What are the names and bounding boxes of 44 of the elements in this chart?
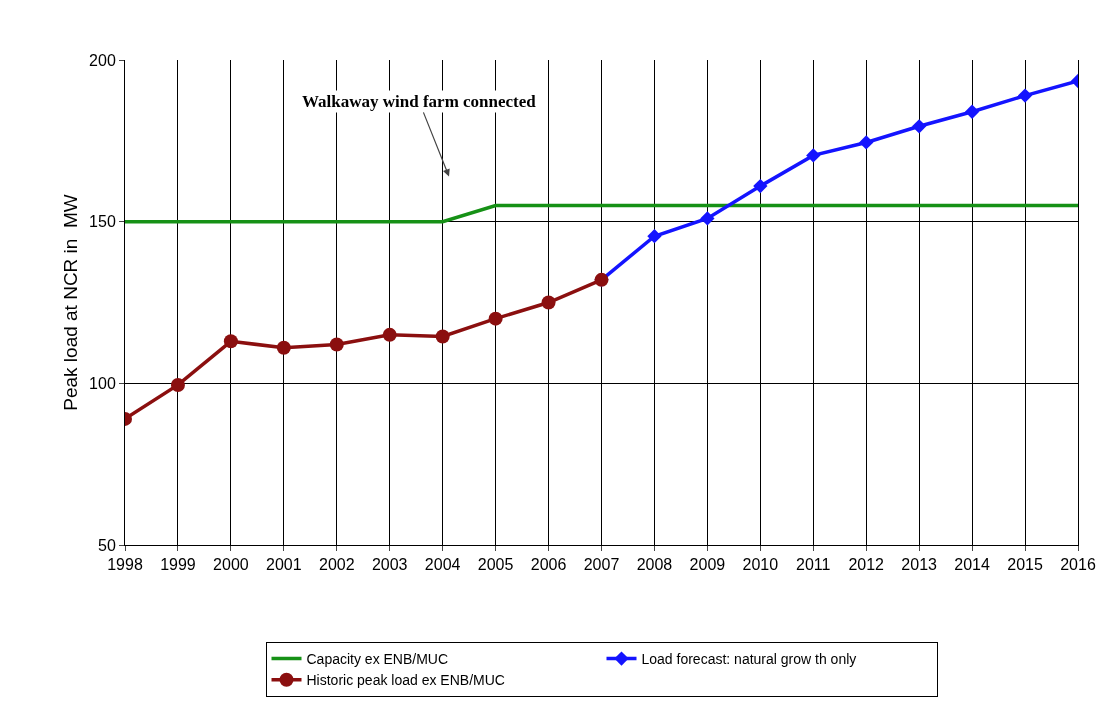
x-tick-label: 2011 (796, 556, 831, 574)
x-tick-label: 1998 (107, 556, 143, 574)
x-tick-label: 2003 (371, 556, 408, 574)
x-tick-label: 2004 (424, 556, 461, 574)
x-tick-label: 2005 (477, 556, 514, 574)
point (223, 334, 238, 349)
point (276, 340, 291, 355)
point (435, 329, 450, 344)
x-tick-label: 2013 (901, 556, 938, 574)
x-tick-label: 2001 (266, 556, 302, 574)
point (964, 104, 980, 119)
point (700, 211, 715, 226)
point (170, 377, 185, 392)
point (382, 327, 397, 342)
point (329, 337, 344, 352)
x-tick-label: 2007 (583, 556, 620, 574)
x-tick-label: 2014 (954, 556, 991, 574)
point (1017, 88, 1033, 103)
legend-label: Capacity ex ENB/MUC (306, 651, 449, 668)
x-tick-label: 2015 (1007, 556, 1043, 574)
point (647, 229, 662, 244)
y-tick-label: 100 (89, 374, 116, 392)
y-tick-label: 200 (89, 51, 116, 69)
annotation: Walkaway wind farm connected (302, 92, 537, 111)
x-tick-label: 2002 (318, 556, 355, 574)
point (488, 311, 503, 326)
x-tick-label: 2012 (848, 556, 885, 574)
point (806, 148, 821, 163)
x-tick-label: 2006 (530, 556, 567, 574)
x-tick-label: 2010 (742, 556, 779, 574)
x-tick-label: 1999 (160, 556, 196, 574)
x-tick-label: 2000 (213, 556, 249, 574)
legend-label: Load forecast: natural grow th only (641, 651, 857, 668)
x-tick-label: 2009 (689, 556, 726, 574)
x-tick-label: 2008 (636, 556, 673, 574)
x-tick-label: 2016 (1060, 556, 1096, 574)
y-tick-label: 150 (89, 213, 116, 231)
legend-label: Historic peak load ex ENB/MUC (306, 672, 505, 689)
y-axis-title: Peak load at NCR in MW (60, 194, 81, 411)
point (541, 295, 556, 310)
y-tick-label: 50 (98, 536, 116, 554)
point (859, 135, 874, 150)
point (753, 178, 768, 194)
point (912, 119, 927, 134)
